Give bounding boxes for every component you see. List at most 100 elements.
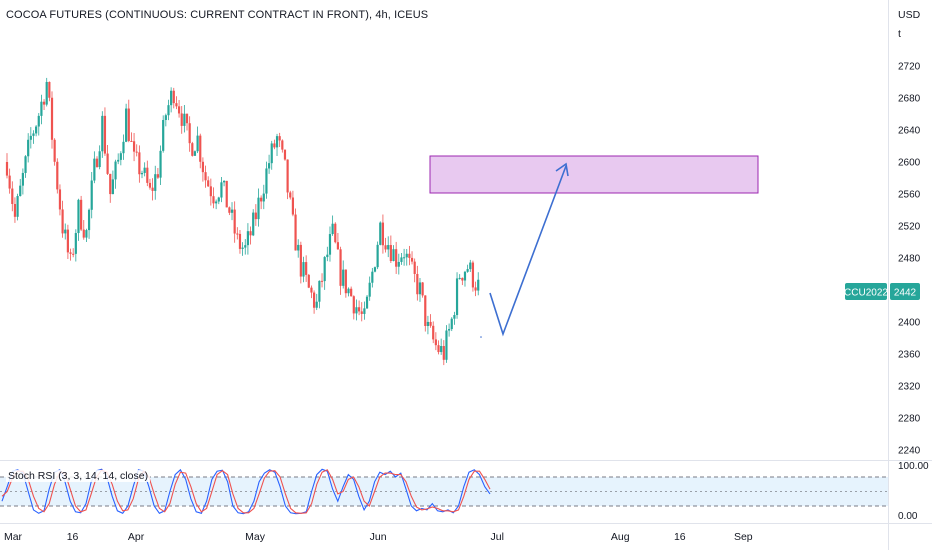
candle-body — [445, 330, 448, 360]
candle-body — [32, 133, 35, 136]
candle-body — [376, 244, 379, 268]
candle-body — [365, 296, 369, 309]
candle-body — [106, 153, 109, 174]
candle-body — [424, 295, 427, 327]
candle-body — [95, 158, 99, 168]
candle-body — [371, 271, 374, 283]
current-price-box[interactable] — [890, 283, 920, 300]
candle-body — [254, 212, 257, 220]
candle-body — [350, 288, 353, 297]
candle-body — [368, 282, 371, 297]
candle-body — [103, 115, 107, 154]
stoch-axis-0: 0.00 — [898, 511, 918, 522]
candle-body — [72, 253, 75, 255]
candle-body — [199, 135, 202, 162]
candle-body — [125, 108, 128, 142]
candle-body — [416, 273, 419, 295]
candle-body — [162, 119, 165, 151]
time-axis[interactable]: Mar 16 Apr May Jun Jul Aug 16 Sep — [4, 531, 753, 543]
candle-body — [35, 126, 38, 134]
candle-body — [204, 172, 207, 181]
candle-body — [222, 180, 226, 183]
time-tick-label: Sep — [734, 531, 753, 543]
candle-body — [299, 244, 302, 277]
candle-body — [64, 229, 67, 234]
price-tick-label: 2320 — [898, 382, 921, 393]
candle-body — [307, 274, 310, 288]
candle-body — [397, 261, 400, 267]
candle-body — [305, 262, 308, 275]
candle-body — [238, 233, 242, 249]
price-axis[interactable]: 2720 2680 2640 2600 2560 2520 2480 2400 2360 2320… — [898, 62, 921, 457]
candle-body — [360, 311, 363, 314]
candle-body — [37, 115, 40, 127]
candle-body — [29, 135, 32, 140]
candle-body — [132, 141, 136, 152]
candle-body — [236, 233, 239, 235]
candle-body — [212, 196, 215, 204]
price-tick-label: 2240 — [898, 446, 921, 457]
candle-body — [413, 261, 416, 274]
candle-body — [85, 230, 88, 238]
candle-body — [387, 245, 390, 250]
time-tick-label: 16 — [67, 531, 79, 543]
candle-body — [323, 257, 326, 282]
target-zone-rectangle[interactable] — [429, 155, 759, 194]
candle-body — [5, 162, 9, 176]
price-axis-currency: USD — [898, 9, 921, 21]
candle-body — [294, 214, 297, 251]
candle-body — [130, 140, 133, 142]
time-tick-label: May — [245, 531, 266, 543]
candle-body — [379, 222, 382, 245]
price-tick-label: 2600 — [898, 158, 921, 169]
candle-body — [389, 245, 392, 262]
candle-body — [98, 151, 101, 168]
candle-body — [82, 229, 85, 238]
stoch-rsi-label[interactable]: Stoch RSI (3, 3, 14, 14, close) — [6, 470, 151, 482]
candle-body — [93, 158, 96, 181]
price-tick-label: 2560 — [898, 190, 921, 201]
candle-body — [101, 115, 104, 152]
candle-body — [339, 249, 342, 286]
candle-body — [77, 199, 80, 234]
candle-body — [257, 197, 260, 220]
candle-body — [230, 209, 234, 213]
candle-body — [458, 277, 461, 279]
candle-body — [466, 269, 469, 272]
candle-body — [392, 249, 395, 262]
projection-dot — [480, 336, 482, 338]
candle-body — [16, 196, 19, 217]
candle-body — [302, 262, 305, 277]
price-pane[interactable] — [0, 0, 888, 460]
candle-body — [373, 267, 377, 272]
candle-body — [328, 234, 332, 255]
candle-body — [191, 143, 194, 156]
candle-body — [347, 288, 350, 294]
candle-body — [357, 307, 361, 312]
candle-body — [283, 149, 287, 160]
candle-body — [42, 101, 46, 105]
projection-arrow-path[interactable] — [489, 165, 567, 337]
candle-body — [336, 242, 340, 250]
time-tick-label: Jun — [370, 531, 387, 543]
candle-body — [260, 197, 263, 202]
candle-body — [143, 167, 146, 173]
candle-body — [90, 180, 93, 210]
candle-body — [119, 153, 122, 160]
candle-body — [355, 307, 358, 314]
candle-body — [58, 189, 62, 210]
candle-body — [455, 278, 459, 316]
candle-body — [140, 172, 144, 175]
symbol-label-box[interactable] — [845, 283, 887, 300]
candle-body — [410, 257, 414, 262]
stoch-d-line — [1, 469, 491, 514]
price-tick-label: 2640 — [898, 126, 921, 137]
price-axis-unit: t — [898, 28, 901, 40]
current-price-value: 2442 — [894, 288, 917, 299]
candle-body — [471, 262, 475, 288]
candle-body — [418, 282, 422, 295]
candle-body — [297, 244, 300, 251]
candle-body — [146, 167, 149, 183]
time-tick-label: Apr — [128, 531, 145, 543]
